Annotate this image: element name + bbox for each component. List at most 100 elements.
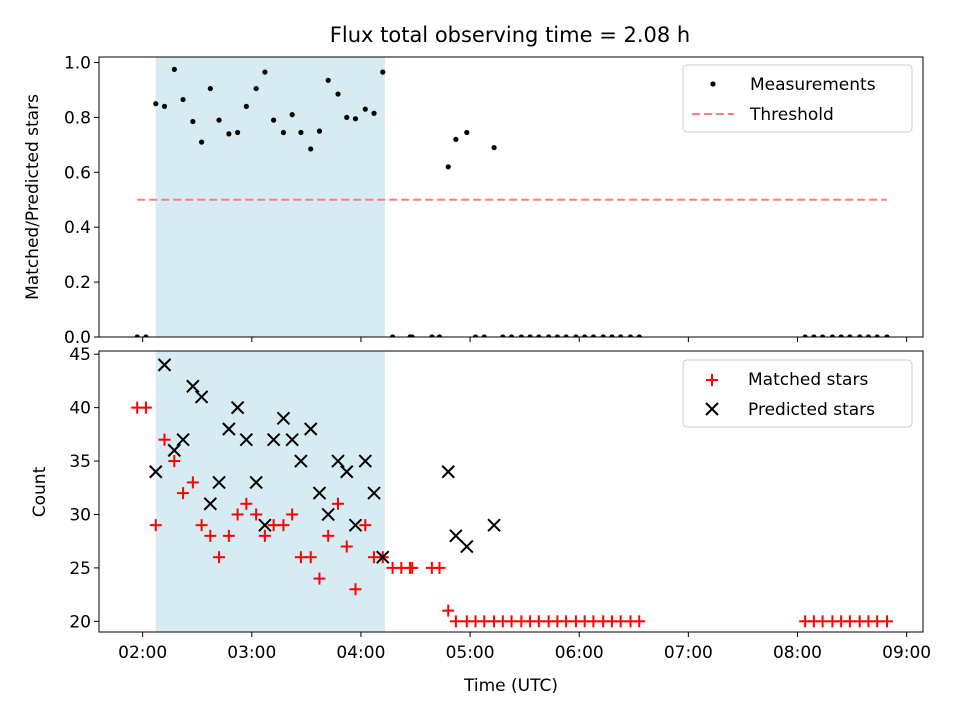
predicted-stars-point <box>348 518 363 532</box>
measurements-point <box>280 129 287 136</box>
observing-span-shade <box>155 351 385 632</box>
predicted-stars-point <box>294 454 308 468</box>
top-y-axis-ticks: 0.0 0.2 0.4 0.6 0.8 1.0 <box>64 53 99 348</box>
y-tick-label: 0.2 <box>64 273 91 293</box>
predicted-stars-point <box>167 443 182 458</box>
matched-stars-point <box>322 529 335 542</box>
matched-stars-point <box>406 561 419 574</box>
chart-title: Flux total observing time = 2.08 h <box>330 23 690 47</box>
measurements-point <box>802 334 808 337</box>
measurements-point <box>308 146 314 152</box>
measurements-point <box>472 334 479 337</box>
y-tick-label: 35 <box>69 452 91 472</box>
predicted-stars-point <box>441 465 455 479</box>
matched-stars-point <box>286 508 299 521</box>
measurements-point <box>253 85 259 92</box>
bottom-panel: 20 25 30 35 40 45 02:00 03:00 04:00 05:00 06:00 07… <box>30 345 931 696</box>
y-tick-label: 0.6 <box>64 163 91 183</box>
x-axis-label: Time (UTC) <box>463 676 558 696</box>
measurements-point <box>865 334 872 337</box>
measurements-point <box>884 334 890 337</box>
matched-stars-point <box>250 508 263 521</box>
predicted-stars-point <box>285 432 299 447</box>
predicted-stars-point <box>331 454 345 468</box>
measurements-point <box>563 334 569 337</box>
legend-marker-measurements <box>710 81 716 87</box>
matched-stars-point <box>177 487 190 500</box>
measurements-point <box>636 334 642 337</box>
matched-stars-point <box>449 615 462 628</box>
measurements-point <box>600 334 606 337</box>
measurements-point <box>335 91 341 97</box>
measurements-point <box>811 334 817 337</box>
legend-marker-matched-stars <box>706 374 718 386</box>
measurements-point <box>573 334 579 337</box>
x-tick-label: 03:00 <box>227 643 276 663</box>
predicted-stars-point <box>157 358 172 372</box>
measurements-point <box>582 334 588 337</box>
measurements-point <box>271 117 277 123</box>
x-tick-label: 05:00 <box>446 643 495 663</box>
y-tick-label: 45 <box>69 345 91 365</box>
top-x-axis-ticks <box>142 337 908 342</box>
legend-label-measurements: Measurements <box>750 75 876 95</box>
measurements-point <box>143 334 149 337</box>
measurements-point <box>371 110 377 116</box>
x-tick-label: 08:00 <box>773 643 822 663</box>
predicted-stars-point <box>176 432 190 447</box>
x-tick-label: 02:00 <box>118 643 167 663</box>
measurements-point <box>857 334 863 337</box>
observing-span-shade <box>155 57 385 337</box>
legend-label-predicted-stars: Predicted stars <box>748 400 875 420</box>
predicted-stars-point <box>203 497 218 511</box>
measurements-point <box>847 334 853 337</box>
measurements-point <box>325 77 331 83</box>
x-tick-label: 04:00 <box>336 643 385 663</box>
bottom-legend: Matched stars Predicted stars <box>682 359 913 428</box>
predicted-stars-point <box>249 475 263 490</box>
predicted-stars-point <box>312 486 327 500</box>
top-plot-frame <box>98 56 924 338</box>
matched-stars-point <box>139 401 152 414</box>
bottom-legend-box <box>682 359 913 428</box>
matched-stars-point <box>240 497 253 510</box>
y-tick-label: 0.4 <box>64 218 91 238</box>
measurements-point <box>298 129 304 136</box>
bottom-plot-frame <box>98 350 924 633</box>
matched-stars-point <box>880 615 893 628</box>
measurements-point <box>262 69 268 75</box>
matched-stars-point <box>359 519 372 532</box>
measurements-point <box>344 114 350 120</box>
predicted-stars-point <box>222 422 236 436</box>
matched-stars-point <box>258 529 271 542</box>
predicted-stars-point <box>266 432 281 447</box>
measurements-point <box>316 128 323 134</box>
predicted-stars-point <box>460 539 474 554</box>
matched-stars-point <box>277 519 290 532</box>
predicted-stars-point <box>230 400 245 415</box>
measurements-point <box>527 334 533 337</box>
predicted-stars-point <box>258 518 272 532</box>
measurements-point <box>409 334 415 337</box>
measurements-point <box>819 334 826 337</box>
measurements-point <box>153 101 159 107</box>
predicted-stars-point <box>340 465 354 479</box>
measurements-point <box>464 129 470 136</box>
y-tick-label: 25 <box>69 559 91 579</box>
measurements-point <box>618 334 624 337</box>
measurements-point <box>829 334 836 337</box>
measurements-point <box>500 334 506 337</box>
predicted-stars-point <box>304 422 318 436</box>
measurements-point <box>838 334 844 337</box>
matched-stars-point <box>204 529 217 542</box>
matched-stars-point <box>349 583 362 596</box>
y-tick-label: 30 <box>69 505 91 525</box>
predicted-stars-point <box>321 507 335 522</box>
measurements-point <box>627 334 634 337</box>
measurements-point <box>134 334 140 337</box>
predicted-stars-point <box>149 465 163 479</box>
measurements-point <box>171 66 177 72</box>
measurements-point <box>226 131 232 137</box>
top-legend-box <box>682 64 913 133</box>
